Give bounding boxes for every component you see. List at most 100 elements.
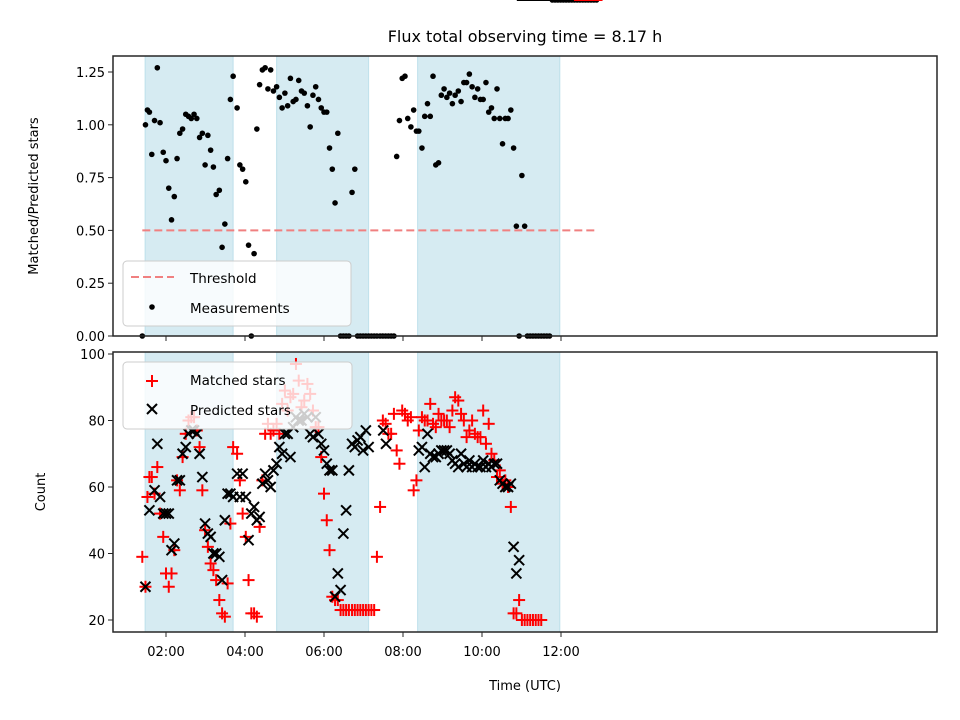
predicted-star-point [380,438,392,450]
measurement-point [307,124,313,130]
matched-star-point [393,457,406,470]
measurement-point [273,83,280,90]
measurement-point [332,200,338,206]
measurement-point [421,113,428,120]
predicted-star-point [204,531,217,543]
predicted-star-point [160,507,172,520]
measurement-point [408,124,414,130]
measurement-point [494,86,500,92]
measurement-point [222,221,228,227]
measurement-point [416,128,422,134]
matched-star-point [210,574,223,587]
matched-star-point [320,514,333,527]
legend-threshold-label: Threshold [189,271,257,287]
matched-star-point [466,414,479,427]
measurement-point [310,92,316,99]
predicted-star-point [340,504,352,516]
measurement-point [444,94,450,101]
matched-star-point [443,421,456,434]
legend-predicted-swatch [146,403,158,415]
measurement-point [424,100,431,107]
measurement-point [419,145,425,151]
measurement-point [265,86,271,92]
matched-star-point [482,417,495,430]
measurement-point [446,90,453,96]
matched-star-point [374,500,387,513]
measurement-point [160,149,167,156]
measurement-points [139,0,600,339]
x-tick-label: 10:00 [463,645,500,660]
measurement-point [179,126,186,132]
x-tick-label: 08:00 [384,645,421,660]
matched-star-point [368,604,381,617]
predicted-star-point [256,477,269,490]
matched-star-point [510,607,523,620]
measurement-point [148,151,155,158]
measurement-point [329,166,336,172]
measurement-point [301,90,308,96]
measurement-point [213,191,219,198]
matched-star-point [318,487,330,500]
measurement-point [154,64,161,71]
predicted-star-point [242,534,255,546]
measurement-point [449,100,456,107]
ratio-legend: Threshold Measurements [122,260,352,327]
measurement-point [404,115,411,122]
measurement-point [466,71,473,77]
predicted-star-point [357,444,369,457]
predicted-star-point [377,424,389,437]
predicted-star-point [240,491,252,503]
measurement-point [282,90,288,96]
matched-star-point [404,411,417,424]
measurement-point [224,155,231,162]
measurement-point [194,115,200,122]
measurement-point [216,187,223,194]
y-tick-label: 20 [88,614,105,629]
predicted-star-point [139,581,152,593]
measurement-point [219,244,225,251]
predicted-star-point [337,527,350,540]
measurement-point [519,172,525,179]
measurement-point [293,96,299,103]
matched-star-point [141,490,154,503]
measurement-point [402,73,408,80]
predicted-star-point [270,458,283,470]
predicted-star-point [143,504,156,516]
ratio-x-ticks [165,336,562,341]
predicted-star-point [176,448,189,460]
measurement-point [505,115,511,122]
measurement-point [513,223,520,229]
matched-star-point [485,447,498,460]
chart-title: Flux total observing time = 8.17 h [388,27,663,46]
measurement-point [326,145,333,151]
measurement-point [488,105,495,111]
matched-star-point [323,544,336,557]
measurement-point [237,162,243,168]
measurement-point [207,147,214,153]
y-tick-label: 40 [88,548,105,563]
predicted-star-point [253,511,266,523]
measurement-point [393,153,400,160]
predicted-star-point [307,431,319,443]
ratio-y-axis-label: Matched/Predicted stars [27,117,42,275]
predicted-star-point [207,547,220,560]
measurement-point [472,94,478,101]
predicted-star-point [315,438,327,450]
predicted-star-point [513,554,525,566]
x-tick-label: 04:00 [226,645,263,660]
matched-star-point [157,530,170,543]
predicted-star-point [236,467,249,480]
predicted-star-point [427,451,439,463]
count-legend-box [122,361,353,430]
matched-star-point [151,461,164,474]
legend-measurements-swatch [149,304,155,310]
count-x-ticks: 02:00 04:00 06:00 08:00 10:00 12:00 [147,632,580,660]
matched-star-point [242,574,255,587]
predicted-star-point [219,514,231,526]
predicted-star-point [259,467,271,480]
measurement-point [318,105,325,111]
predicted-star-point [174,474,186,487]
predicted-star-point [199,517,211,530]
predicted-star-point [213,551,226,563]
matched-star-point [165,567,178,580]
